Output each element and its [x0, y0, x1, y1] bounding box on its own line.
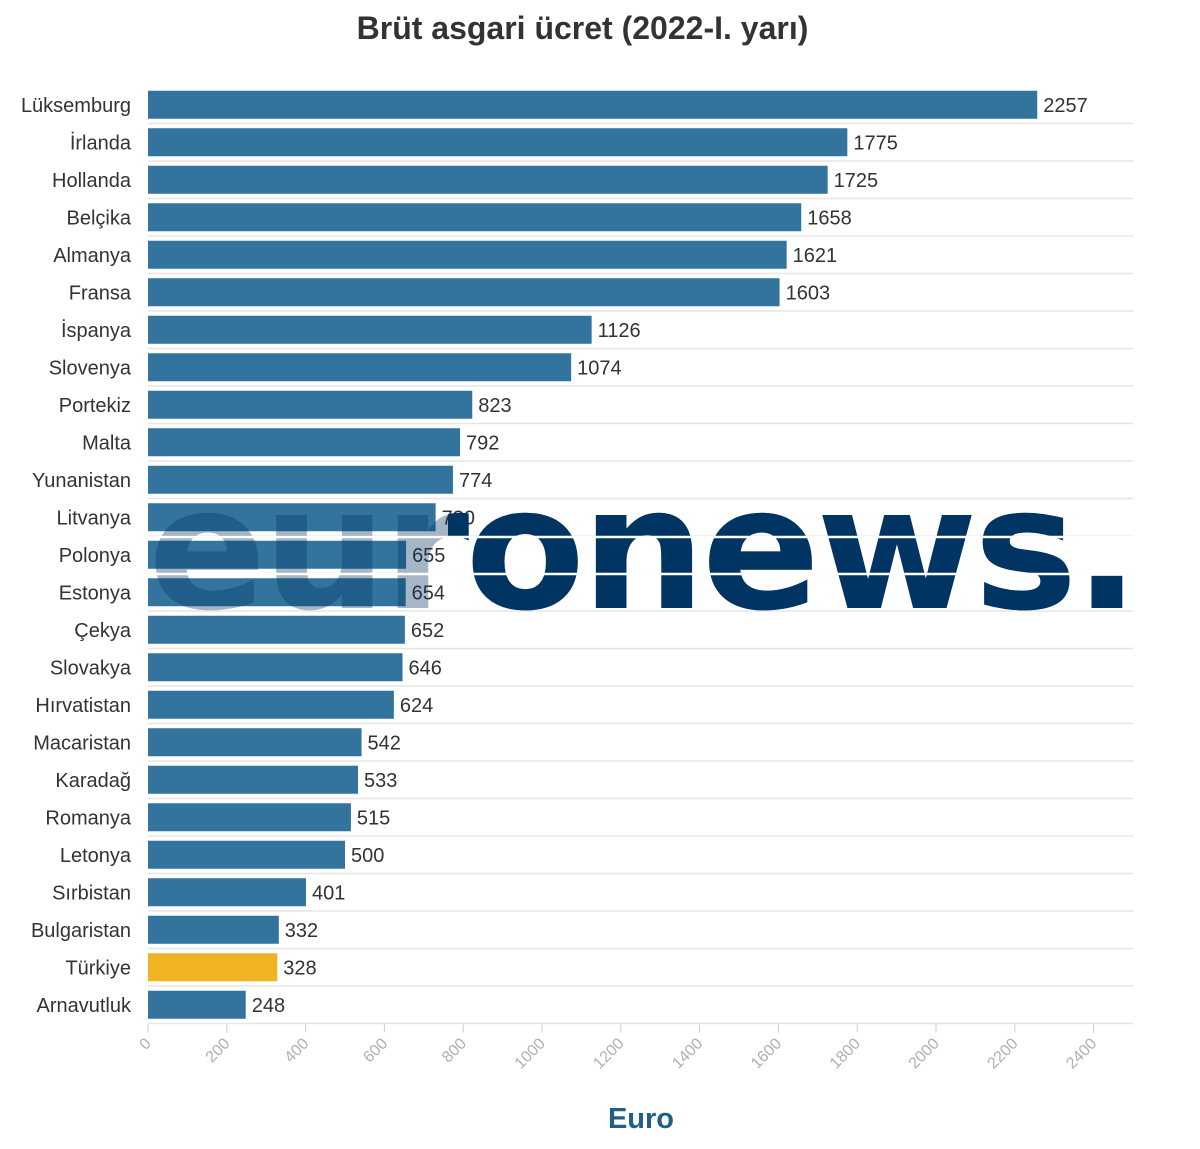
value-label: 1603: [786, 282, 831, 304]
value-label: 542: [368, 732, 401, 754]
bar: [148, 428, 461, 457]
category-label: Slovenya: [49, 357, 132, 379]
category-label: Bulgaristan: [31, 920, 131, 942]
x-tick-label: 1200: [590, 1035, 627, 1072]
category-label: Arnavutluk: [37, 995, 132, 1017]
category-label: Sırbistan: [52, 882, 131, 904]
bar: [148, 578, 406, 607]
value-label: 332: [285, 920, 318, 942]
value-label: 1126: [598, 320, 641, 342]
bar: [148, 653, 403, 682]
category-label: Malta: [82, 432, 132, 454]
value-label: 823: [478, 395, 511, 417]
bar: [148, 878, 306, 907]
category-label: Hollanda: [52, 170, 132, 192]
x-tick-label: 1400: [669, 1035, 706, 1072]
value-label: 624: [400, 695, 433, 717]
value-label: 533: [364, 770, 397, 792]
x-tick-label: 200: [203, 1035, 234, 1066]
x-tick-label: 2200: [984, 1035, 1021, 1072]
bar: [148, 615, 405, 644]
bar: [148, 165, 828, 194]
grid-lines: [148, 122, 1133, 1025]
bar: [148, 90, 1038, 119]
bar: [148, 128, 848, 157]
category-label: Belçika: [67, 207, 132, 229]
bars: [148, 90, 1038, 1019]
category-label: Macaristan: [33, 732, 131, 754]
bar: [148, 690, 394, 719]
category-label: Portekiz: [59, 395, 131, 417]
value-label: 1621: [793, 245, 838, 267]
bar: [148, 465, 453, 494]
bar: [148, 915, 279, 944]
category-label: Çekya: [74, 620, 132, 642]
bar: [148, 390, 473, 419]
bar: [148, 990, 246, 1019]
category-label: Almanya: [53, 245, 132, 267]
value-label: 652: [411, 620, 444, 642]
value-label: 248: [252, 995, 285, 1017]
category-label: Estonya: [59, 582, 132, 604]
bar: [148, 840, 345, 869]
value-label: 515: [357, 807, 390, 829]
x-axis-ticks: 0 200 400 600 800 1000 1200 1400 1600 1800 2000 220…: [137, 1024, 1101, 1072]
bar: [148, 278, 780, 307]
value-label: 1074: [577, 357, 622, 379]
bar: [148, 540, 407, 569]
value-label: 654: [412, 582, 445, 604]
bar: [148, 803, 351, 832]
category-label: Lüksemburg: [21, 95, 131, 117]
x-tick-label: 2400: [1063, 1035, 1100, 1072]
category-label: İrlanda: [70, 131, 132, 154]
x-tick-label: 800: [439, 1035, 470, 1066]
value-labels: 2257 1775 1725 1658 1621 1603 1126 1074 823 792 77…: [252, 95, 1088, 1017]
x-tick-label: 400: [282, 1035, 313, 1066]
category-labels: Lüksemburg İrlanda Hollanda Belçika Almanya F…: [21, 95, 132, 1017]
category-label: Letonya: [60, 845, 132, 867]
category-label: Fransa: [69, 282, 132, 304]
value-label: 1775: [853, 132, 898, 154]
value-label: 1658: [807, 207, 852, 229]
x-tick-label: 1000: [512, 1035, 549, 1072]
bar: [148, 765, 359, 794]
bar: [148, 503, 436, 532]
bar: [148, 315, 592, 344]
x-tick-label: 1600: [748, 1035, 785, 1072]
value-label: 774: [459, 470, 492, 492]
x-axis-title: Euro: [607, 1103, 675, 1135]
value-label: 655: [412, 545, 445, 567]
category-label: Türkiye: [65, 957, 131, 979]
value-label: 2257: [1043, 95, 1088, 117]
x-tick-label: 0: [137, 1035, 155, 1053]
bar: [148, 953, 278, 982]
bar: [148, 353, 572, 382]
value-label: 500: [351, 845, 384, 867]
category-label: Litvanya: [57, 507, 132, 529]
value-label: 792: [466, 432, 499, 454]
category-label: Romanya: [45, 807, 131, 829]
value-label: 328: [283, 957, 316, 979]
category-label: Slovakya: [50, 657, 132, 679]
category-label: Hırvatistan: [35, 695, 131, 717]
chart-title: Brüt asgari ücret (2022-I. yarı): [356, 10, 809, 46]
category-label: Polonya: [59, 545, 132, 567]
value-label: 1725: [834, 170, 879, 192]
category-label: Karadağ: [55, 770, 131, 792]
bar: [148, 203, 802, 232]
bar: [148, 240, 787, 269]
category-label: Yunanistan: [32, 470, 131, 492]
value-label: 401: [312, 882, 345, 904]
category-label: İspanya: [61, 319, 132, 342]
bar: [148, 728, 362, 757]
x-tick-label: 2000: [906, 1035, 943, 1072]
value-label: 646: [409, 657, 442, 679]
x-tick-label: 1800: [827, 1035, 864, 1072]
value-label: 730: [442, 507, 475, 529]
x-tick-label: 600: [360, 1035, 391, 1066]
